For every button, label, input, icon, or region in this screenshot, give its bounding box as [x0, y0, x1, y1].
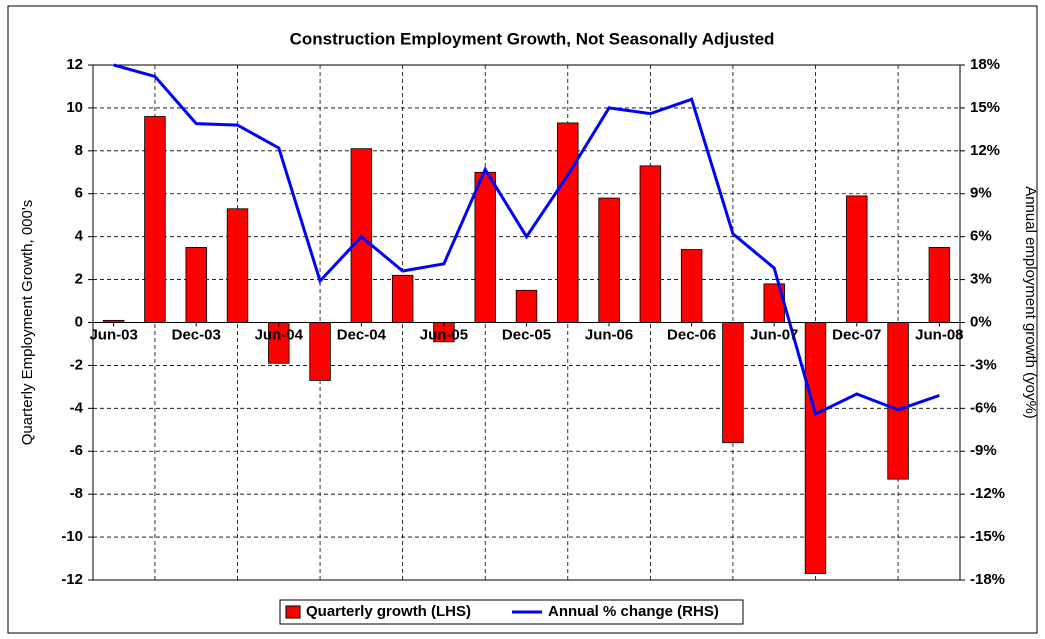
y2-tick-label: 18% [970, 56, 1000, 73]
y-tick-label: 2 [75, 271, 83, 288]
y-tick-label: 8 [75, 142, 83, 159]
bar [887, 322, 909, 480]
y-tick-label: -10 [61, 528, 83, 545]
y-tick-label: 12 [66, 56, 83, 73]
y-tick-label: -4 [70, 399, 84, 416]
y-tick-label: -12 [61, 571, 83, 588]
x-tick-label: Jun-04 [255, 326, 304, 343]
y2-tick-label: -18% [970, 571, 1005, 588]
bar [680, 249, 703, 323]
bar [928, 246, 951, 323]
y-tick-label: 6 [75, 185, 83, 202]
x-tick-label: Jun-08 [915, 326, 963, 343]
legend-label: Annual % change (RHS) [548, 603, 719, 620]
x-tick-label: Dec-05 [502, 326, 551, 343]
bar [144, 116, 166, 323]
bar [226, 208, 249, 323]
y2-tick-label: -9% [970, 442, 997, 459]
legend-label: Quarterly growth (LHS) [306, 603, 471, 620]
bar [639, 165, 662, 323]
x-tick-label: Jun-06 [585, 326, 633, 343]
y2-tick-label: -3% [970, 356, 997, 373]
x-tick-label: Jun-07 [750, 326, 798, 343]
y2-tick-label: -15% [970, 528, 1005, 545]
y-tick-label: 10 [66, 99, 83, 116]
legend-box [279, 599, 744, 625]
y-tick-label: 4 [75, 228, 84, 245]
bar [846, 195, 868, 323]
y2-tick-label: 9% [970, 185, 992, 202]
y2-tick-label: -6% [970, 399, 997, 416]
line [113, 63, 940, 417]
y2-axis-title: Annual employment growth (yoy%) [1022, 186, 1039, 419]
y-tick-label: -2 [70, 356, 83, 373]
bar [185, 246, 207, 323]
bar [722, 322, 744, 444]
y2-tick-label: 15% [970, 99, 1000, 116]
y-tick-label: 0 [75, 313, 83, 330]
bar [309, 322, 331, 381]
bar [598, 197, 620, 323]
y-tick-label: -6 [70, 442, 83, 459]
bar [804, 322, 827, 574]
bar [557, 122, 579, 323]
y2-tick-label: 3% [970, 271, 992, 288]
legend-swatch [285, 605, 301, 619]
y-axis-title: Quarterly Employment Growth, 000's [19, 200, 36, 445]
x-tick-label: Dec-06 [667, 326, 716, 343]
y-tick-label: -8 [70, 485, 83, 502]
x-tick-label: Dec-04 [337, 326, 387, 343]
y2-tick-label: 0% [970, 313, 992, 330]
x-tick-label: Jun-05 [420, 326, 468, 343]
bar [391, 274, 414, 323]
y2-tick-label: -12% [970, 485, 1005, 502]
y2-tick-label: 12% [970, 142, 1000, 159]
x-tick-label: Jun-03 [89, 326, 137, 343]
y2-tick-label: 6% [970, 228, 992, 245]
chart-title: Construction Employment Growth, Not Seas… [290, 29, 775, 48]
bar [474, 171, 496, 323]
bar [515, 289, 538, 323]
x-tick-label: Dec-07 [832, 326, 881, 343]
x-tick-label: Dec-03 [172, 326, 221, 343]
